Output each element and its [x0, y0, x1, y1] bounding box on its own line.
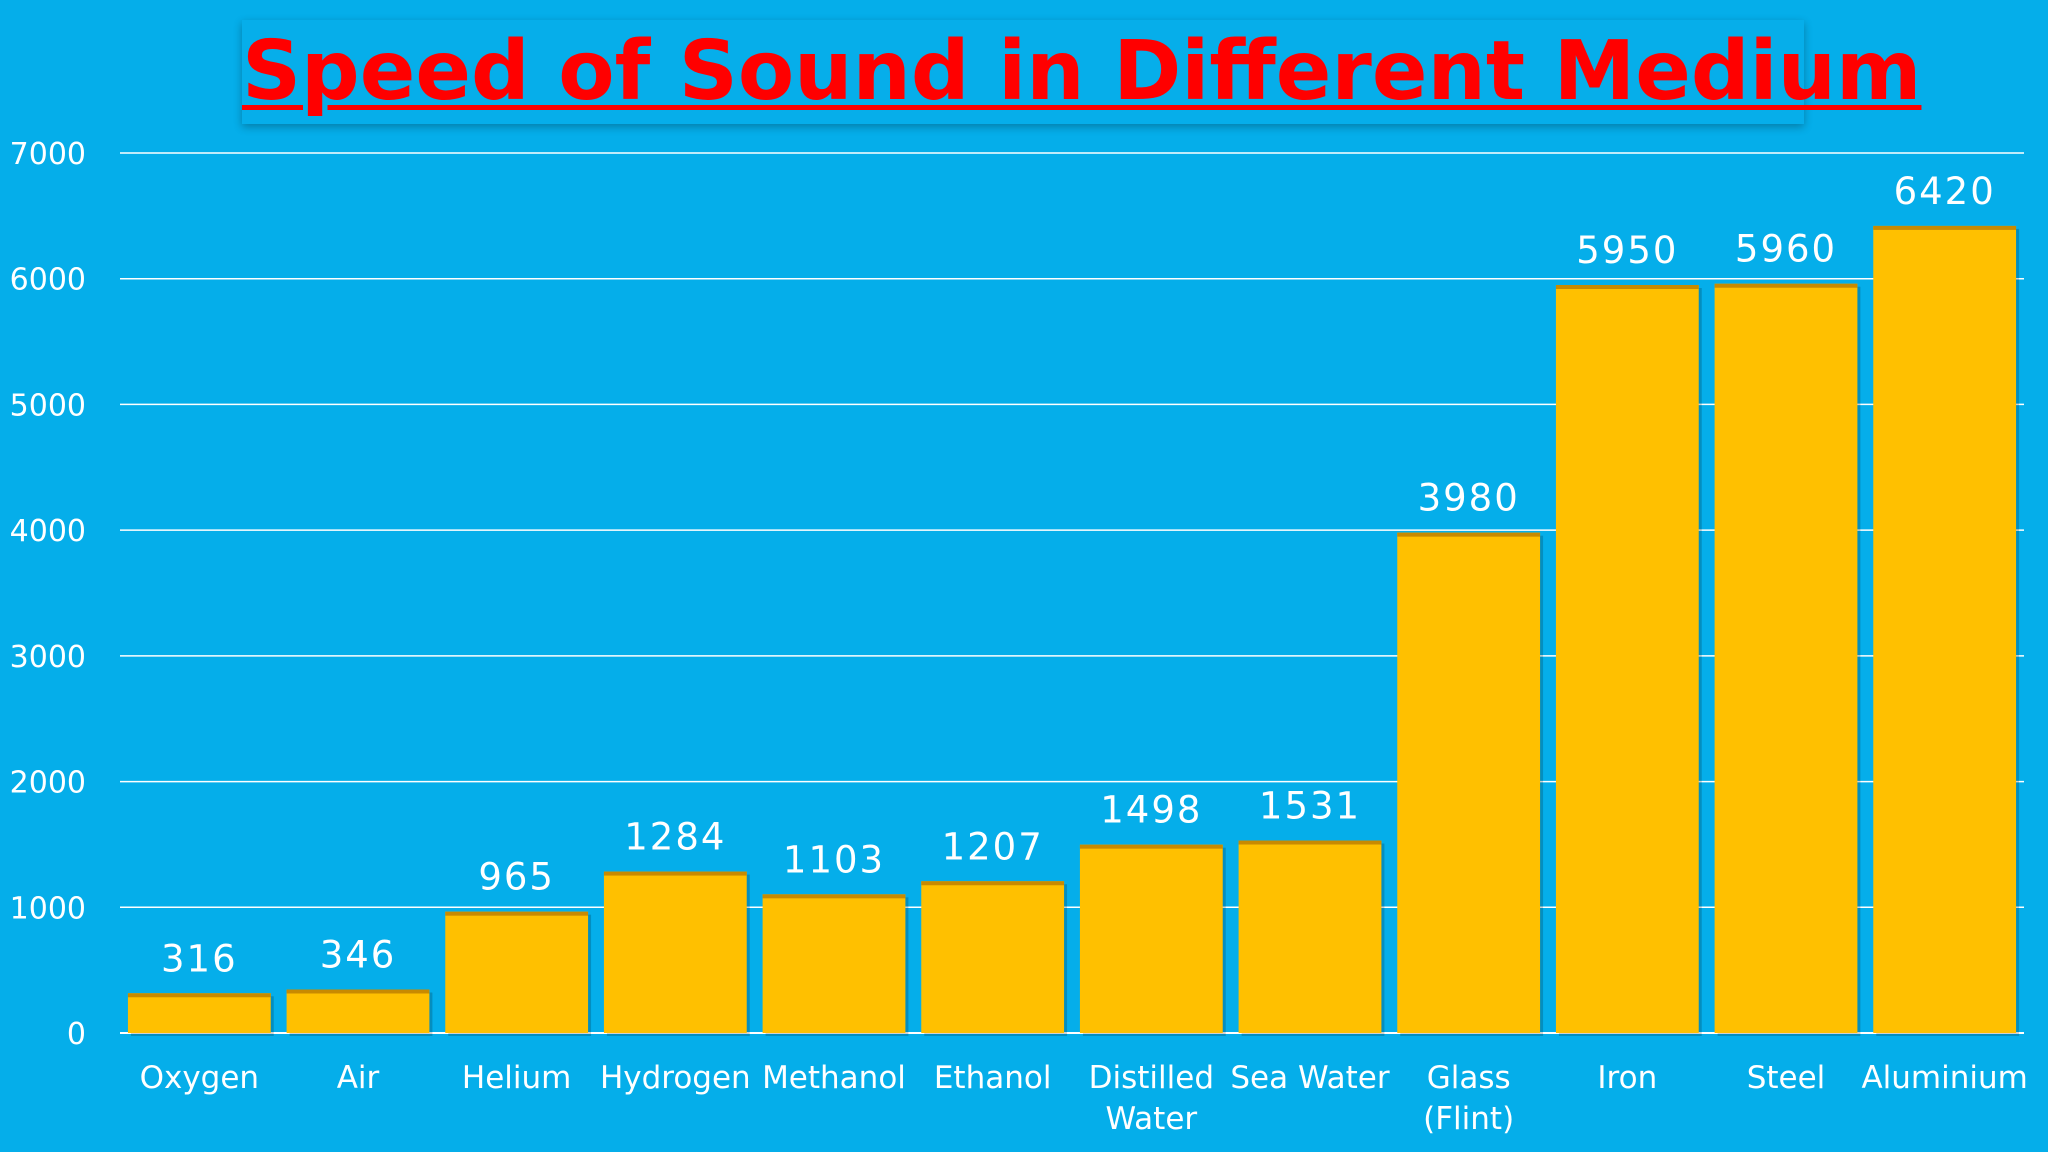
x-category-label-line: Distilled: [1089, 1060, 1214, 1096]
bar-top-edge: [127, 993, 271, 998]
data-label: 5960: [1735, 228, 1837, 271]
bar: [603, 871, 747, 1033]
data-label: 965: [478, 856, 555, 899]
x-category-label-line: Helium: [462, 1060, 571, 1096]
bar-5: [921, 881, 1068, 1036]
data-label: 1103: [783, 838, 885, 881]
x-category-label-line: Aluminium: [1861, 1060, 2027, 1096]
x-category-label: Hydrogen: [600, 1060, 751, 1096]
bar-7: [1238, 840, 1385, 1036]
bar: [286, 989, 430, 1033]
bar: [1238, 840, 1382, 1033]
bar-top-edge: [1079, 844, 1223, 849]
x-category-label-line: Oxygen: [140, 1060, 260, 1096]
bars: [127, 225, 2020, 1036]
x-category-label-line: Glass: [1427, 1060, 1511, 1096]
bar-4: [762, 894, 909, 1036]
title-box: Speed of Sound in Different Medium: [242, 20, 1921, 124]
x-category-label: Methanol: [762, 1060, 906, 1096]
x-category-label: Helium: [462, 1060, 571, 1096]
bar: [1079, 844, 1223, 1033]
chart-title: Speed of Sound in Different Medium: [242, 24, 1922, 119]
bar: [445, 911, 589, 1033]
x-category-label-line: Water: [1106, 1101, 1198, 1137]
data-label: 316: [161, 937, 238, 980]
bar-top-edge: [286, 989, 430, 994]
bar-top-edge: [445, 911, 589, 916]
bar-11: [1873, 225, 2020, 1036]
data-label: 1531: [1259, 785, 1361, 828]
y-tick-label: 3000: [10, 640, 86, 675]
bar-top-edge: [1397, 532, 1541, 537]
data-label: 3980: [1418, 477, 1520, 520]
y-tick-label: 1000: [10, 891, 86, 926]
bar: [1397, 532, 1541, 1033]
bar-3: [603, 871, 750, 1036]
bar-6: [1079, 844, 1226, 1036]
bar-1: [286, 989, 433, 1036]
bar-8: [1397, 532, 1544, 1036]
data-labels: 316 346 965 1284 1103 1207 1498 1531 3980 5950 596…: [161, 170, 1996, 980]
x-category-label-line: Methanol: [762, 1060, 906, 1096]
x-category-label: Oxygen: [140, 1060, 260, 1096]
x-category-label-line: Air: [337, 1060, 380, 1096]
bar: [1555, 285, 1699, 1033]
x-category-label: Iron: [1597, 1060, 1657, 1096]
bar: [127, 993, 271, 1033]
y-tick-label: 6000: [10, 263, 86, 298]
x-category-label: Glass (Flint): [1423, 1060, 1514, 1137]
x-category-label: Sea Water: [1230, 1060, 1389, 1096]
x-axis-category-labels: Oxygen Air Helium Hydrogen Methanol Ethanol Di…: [140, 1060, 2028, 1137]
bar-top-edge: [1238, 840, 1382, 845]
data-label: 5950: [1576, 229, 1678, 272]
x-category-label-line: (Flint): [1423, 1101, 1514, 1137]
x-category-label-line: Ethanol: [934, 1060, 1052, 1096]
data-label: 1498: [1100, 789, 1202, 832]
bar: [762, 894, 906, 1033]
data-label: 1284: [624, 816, 726, 859]
x-category-label: Air: [337, 1060, 380, 1096]
bar-top-edge: [1555, 285, 1699, 289]
bar-9: [1555, 285, 1702, 1036]
bar-top-edge: [921, 881, 1065, 886]
y-tick-label: 4000: [10, 514, 86, 549]
bar-top-edge: [762, 894, 906, 899]
x-category-label-line: Sea Water: [1230, 1060, 1389, 1096]
bar-0: [127, 993, 274, 1036]
bar: [1714, 283, 1858, 1033]
bar: [1873, 225, 2017, 1033]
x-category-label-line: Hydrogen: [600, 1060, 751, 1096]
bar-top-edge: [1714, 283, 1858, 288]
x-category-label: Ethanol: [934, 1060, 1052, 1096]
bar-2: [445, 911, 592, 1036]
bar: [921, 881, 1065, 1033]
y-tick-label: 7000: [10, 137, 86, 172]
x-category-label: Distilled Water: [1089, 1060, 1214, 1137]
gridlines: [120, 152, 2024, 1034]
y-tick-label: 2000: [10, 766, 86, 801]
y-axis-tick-labels: 0 1000 2000 3000 4000 5000 6000 7000: [10, 137, 86, 1052]
data-label: 6420: [1894, 170, 1996, 213]
bar-top-edge: [603, 871, 747, 876]
x-category-label-line: Steel: [1747, 1060, 1826, 1096]
x-category-label: Steel: [1747, 1060, 1826, 1096]
x-category-label: Aluminium: [1861, 1060, 2027, 1096]
bar-top-edge: [1873, 225, 2017, 230]
y-tick-label: 5000: [10, 388, 86, 423]
y-tick-label: 0: [67, 1017, 86, 1052]
data-label: 1207: [942, 825, 1044, 868]
bar-10: [1714, 283, 1861, 1036]
data-label: 346: [320, 934, 397, 977]
x-category-label-line: Iron: [1597, 1060, 1657, 1096]
